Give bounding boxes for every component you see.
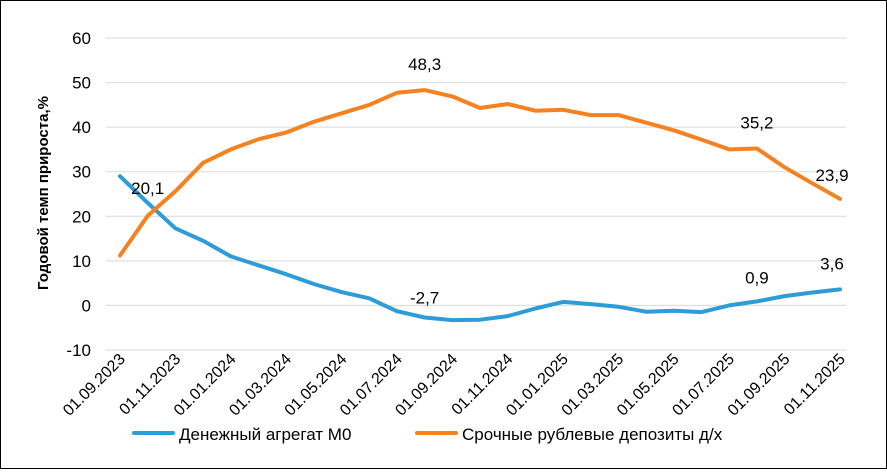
data-label-1: 48,3 [408,55,441,74]
data-label-6: 3,6 [820,254,844,273]
y-tick-label-4: 30 [72,163,91,182]
series-line-0 [118,174,842,323]
data-labels: 20,1 48,3 35,2 23,9 -2,7 0,9 3,6 [131,55,848,307]
y-tick-label-1: 0 [82,296,91,315]
y-tick-label-0: -10 [66,341,91,360]
y-axis-tick-labels: -10 0 10 20 30 40 50 60 [66,29,91,360]
data-label-2: 35,2 [740,114,773,133]
y-tick-label-7: 60 [72,29,91,48]
y-tick-label-5: 40 [72,118,91,137]
x-axis-tick-labels: 01.09.202301.11.202301.01.202401.03.2024… [60,351,849,420]
y-tick-label-3: 20 [72,207,91,226]
y-axis-label: Годовой темп прироста,% [35,96,52,290]
y-tick-label-2: 10 [72,252,91,271]
y-tick-label-6: 50 [72,74,91,93]
series-lines [118,88,842,323]
legend-label-m0: Денежный агрегат М0 [179,425,351,444]
series-line-1 [118,88,842,258]
data-label-0: 20,1 [131,179,164,198]
data-label-3: 23,9 [815,166,848,185]
legend: Денежный агрегат М0 Срочные рублевые деп… [132,425,723,444]
gridlines [106,37,846,351]
data-label-4: -2,7 [410,288,439,307]
data-label-5: 0,9 [745,268,769,287]
legend-label-deposits: Срочные рублевые депозиты д/х [462,425,723,444]
